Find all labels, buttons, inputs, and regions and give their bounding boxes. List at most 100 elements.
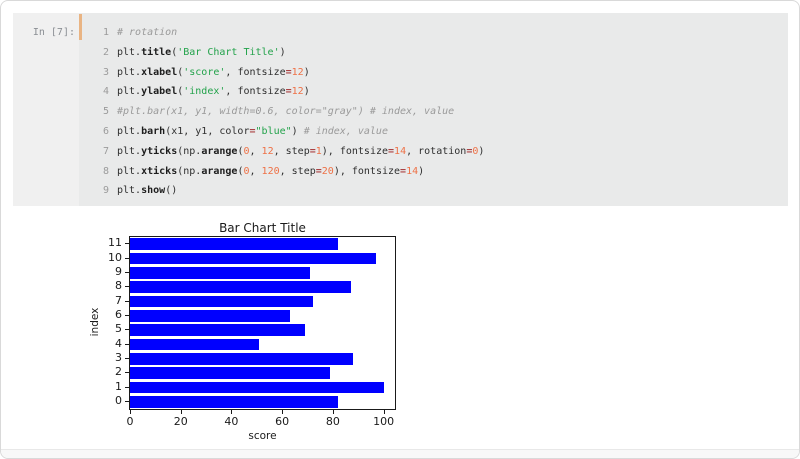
line-number: 2 — [102, 46, 109, 58]
code-line[interactable]: plt.show() — [117, 181, 784, 201]
code-token-pln: ) — [478, 145, 485, 157]
bar-index-3 — [130, 353, 354, 365]
x-tick-mark — [332, 410, 334, 414]
x-tick-label: 100 — [373, 415, 395, 428]
code-token-str: "blue" — [255, 125, 292, 137]
code-token-pln: (np. — [177, 145, 202, 157]
bar-index-8 — [130, 281, 351, 293]
y-tick-mark — [125, 329, 129, 331]
code-token-op: = — [466, 145, 473, 157]
code-token-fn: yticks — [141, 145, 178, 157]
code-token-fn: barh — [141, 125, 166, 137]
code-token-pln: ) — [291, 125, 304, 137]
code-token-pln: ( — [177, 86, 184, 98]
code-token-fn: title — [141, 46, 172, 58]
code-token-pln: ) — [418, 165, 425, 177]
code-line[interactable]: plt.title('Bar Chart Title') — [117, 43, 784, 63]
line-number: 1 — [102, 27, 109, 38]
y-tick-label: 6 — [115, 307, 122, 321]
code-token-pln: , — [249, 165, 262, 177]
code-token-pln: plt. — [117, 125, 142, 137]
code-token-pln: (np. — [177, 165, 202, 177]
bar-index-2 — [130, 367, 331, 379]
y-tick-label: 11 — [108, 236, 122, 250]
y-tick-label: 8 — [115, 279, 122, 293]
code-token-pln: plt. — [117, 46, 142, 58]
y-tick-label: 0 — [115, 393, 122, 407]
code-token-op: = — [249, 125, 256, 137]
code-token-pln: ), fontsize — [321, 145, 389, 157]
y-tick-mark — [125, 314, 129, 316]
y-tick-label: 5 — [115, 322, 122, 336]
line-number-gutter: 1 2 3 4 5 6 7 8 9 — [83, 23, 109, 201]
footer-strip — [1, 449, 799, 458]
cell-execution-prompt: In [7]: — [32, 27, 75, 38]
code-line[interactable]: #plt.bar(x1, y1, width=0.6, color="gray"… — [117, 102, 784, 122]
bar-index-1 — [130, 381, 384, 394]
line-number: 9 — [102, 185, 109, 197]
bar-index-0 — [130, 396, 338, 408]
x-tick-label: 40 — [224, 415, 239, 428]
code-token-pln: ) — [303, 86, 310, 98]
code-token-num: 0 — [243, 165, 250, 177]
bar-index-11 — [130, 238, 338, 250]
line-number: 6 — [102, 125, 109, 137]
code-token-pln: (x1, y1, color — [165, 125, 250, 137]
code-token-pln: plt. — [117, 145, 142, 157]
bar-index-5 — [130, 324, 305, 336]
x-tick-label: 0 — [126, 415, 134, 428]
y-tick-label: 4 — [115, 336, 122, 350]
code-token-pln: ) — [279, 46, 286, 58]
code-token-num: 20 — [321, 165, 334, 177]
code-line[interactable]: # rotation — [117, 23, 784, 43]
x-tick-mark — [282, 410, 284, 414]
y-tick-mark — [125, 343, 129, 345]
code-token-num: 1 — [315, 145, 322, 157]
code-token-fn: arange — [201, 145, 238, 157]
x-tick-mark — [180, 410, 182, 414]
y-tick-mark — [125, 400, 129, 402]
x-tick-mark — [130, 410, 131, 414]
code-token-fn: ylabel — [141, 86, 178, 98]
code-line[interactable]: plt.xticks(np.arange(0, 120, step=20), f… — [117, 162, 784, 182]
code-token-num: 12 — [261, 145, 274, 157]
code-token-op: = — [309, 145, 316, 157]
code-token-op: = — [400, 165, 407, 177]
y-tick-mark — [125, 386, 129, 388]
code-token-num: 0 — [243, 145, 250, 157]
code-token-num: 12 — [291, 66, 304, 78]
code-token-num: 120 — [261, 165, 280, 177]
code-token-pln: ( — [177, 66, 184, 78]
code-token-pln: plt. — [117, 66, 142, 78]
code-editor-background — [79, 13, 788, 206]
y-tick-mark — [125, 357, 129, 359]
code-token-pln: plt. — [117, 185, 142, 197]
line-number: 3 — [102, 66, 109, 78]
bar-index-4 — [130, 338, 260, 351]
code-token-str: 'Bar Chart Title' — [177, 46, 280, 58]
code-token-pln: , rotation — [406, 145, 467, 157]
code-token-num: 14 — [394, 145, 407, 157]
bar-index-9 — [130, 267, 311, 279]
code-token-com: #plt.bar(x1, y1, width=0.6, color="gray"… — [117, 106, 455, 118]
code-token-pln: ( — [237, 165, 244, 177]
code-line[interactable]: plt.ylabel('index', fontsize=12) — [117, 82, 784, 102]
code-token-com: # rotation — [117, 27, 178, 38]
code-token-pln: ), fontsize — [333, 165, 401, 177]
code-area[interactable]: # rotation plt.title('Bar Chart Title') pl… — [117, 23, 784, 201]
y-tick-mark — [125, 271, 129, 273]
x-tick-label: 80 — [325, 415, 340, 428]
text-cursor — [79, 14, 82, 40]
code-line[interactable]: plt.xlabel('score', fontsize=12) — [117, 63, 784, 83]
x-tick-label: 60 — [275, 415, 290, 428]
code-line[interactable]: plt.yticks(np.arange(0, 12, step=1), fon… — [117, 142, 784, 162]
code-token-pln: , fontsize — [225, 66, 286, 78]
code-token-num: 0 — [472, 145, 479, 157]
plot-area — [129, 236, 396, 410]
y-tick-label: 7 — [115, 293, 122, 307]
bar-index-7 — [130, 295, 313, 308]
code-token-fn: show — [141, 185, 166, 197]
code-line[interactable]: plt.barh(x1, y1, color="blue") # index, … — [117, 122, 784, 142]
